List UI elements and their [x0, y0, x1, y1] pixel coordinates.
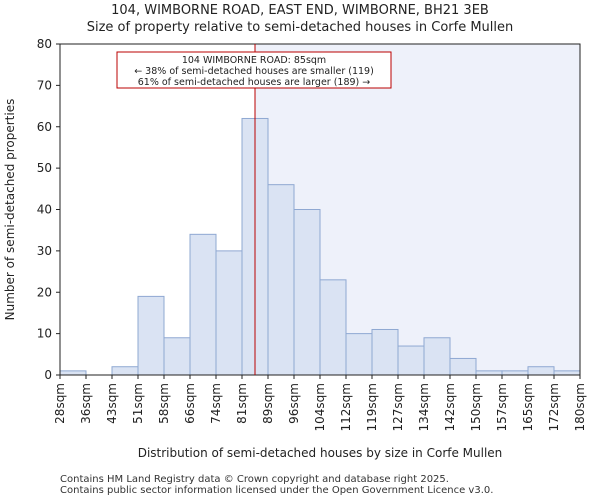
- x-tick-label-180sqm: 180sqm: [573, 383, 587, 431]
- chart-title-line1: 104, WIMBORNE ROAD, EAST END, WIMBORNE, …: [111, 3, 489, 18]
- x-tick-label-119sqm: 119sqm: [365, 383, 379, 431]
- y-tick-label-0: 0: [44, 368, 52, 382]
- annotation-line-1: 104 WIMBORNE ROAD: 85sqm: [182, 55, 326, 66]
- x-tick-label-58sqm: 58sqm: [157, 383, 171, 424]
- x-tick-label-43sqm: 43sqm: [105, 383, 119, 424]
- annotation-line-3: 61% of semi-detached houses are larger (…: [138, 77, 371, 88]
- bar-28sqm: [59, 370, 87, 376]
- bar-74sqm: [215, 250, 243, 376]
- x-tick-label-112sqm: 112sqm: [339, 383, 353, 431]
- bar-112sqm: [345, 333, 373, 376]
- bar-134sqm: [423, 337, 451, 376]
- y-tick-label-70: 70: [37, 78, 52, 92]
- x-tick-label-51sqm: 51sqm: [131, 383, 145, 424]
- x-tick-label-28sqm: 28sqm: [53, 383, 67, 424]
- x-tick-label-66sqm: 66sqm: [183, 383, 197, 424]
- y-tick-label-50: 50: [37, 161, 52, 175]
- x-tick-label-104sqm: 104sqm: [313, 383, 327, 431]
- footer-line2: Contains public sector information licen…: [60, 485, 494, 496]
- y-tick-label-80: 80: [37, 37, 52, 51]
- x-tick-label-81sqm: 81sqm: [235, 383, 249, 424]
- chart-title-line2: Size of property relative to semi-detach…: [86, 20, 514, 35]
- annotation-line-2: ← 38% of semi-detached houses are smalle…: [134, 66, 374, 77]
- x-tick-label-74sqm: 74sqm: [209, 383, 223, 424]
- y-tick-label-40: 40: [37, 203, 52, 217]
- bar-58sqm: [163, 337, 191, 376]
- bar-172sqm: [553, 370, 581, 376]
- x-tick-label-157sqm: 157sqm: [495, 383, 509, 431]
- x-tick-label-134sqm: 134sqm: [417, 383, 431, 431]
- y-axis-label: Number of semi-detached properties: [3, 99, 17, 321]
- x-tick-label-142sqm: 142sqm: [443, 383, 457, 431]
- bar-165sqm: [527, 366, 555, 376]
- y-tick-label-60: 60: [37, 120, 52, 134]
- bar-66sqm: [189, 233, 217, 376]
- y-tick-label-30: 30: [37, 244, 52, 258]
- x-tick-label-150sqm: 150sqm: [469, 383, 483, 431]
- bar-43sqm: [111, 366, 139, 376]
- bar-51sqm: [137, 295, 165, 376]
- bar-157sqm: [501, 370, 529, 376]
- x-axis-label: Distribution of semi-detached houses by …: [138, 446, 503, 460]
- y-tick-label-10: 10: [37, 327, 52, 341]
- bar-142sqm: [449, 357, 477, 376]
- bar-89sqm: [267, 184, 295, 376]
- bar-96sqm: [293, 209, 321, 376]
- x-tick-label-172sqm: 172sqm: [547, 383, 561, 431]
- x-tick-label-96sqm: 96sqm: [287, 383, 301, 424]
- y-tick-label-20: 20: [37, 285, 52, 299]
- bar-119sqm: [371, 328, 399, 376]
- x-tick-label-89sqm: 89sqm: [261, 383, 275, 424]
- x-tick-label-165sqm: 165sqm: [521, 383, 535, 431]
- footer-line1: Contains HM Land Registry data © Crown c…: [60, 474, 449, 485]
- annotation-box: [116, 51, 392, 89]
- bar-104sqm: [319, 279, 347, 376]
- x-tick-label-36sqm: 36sqm: [79, 383, 93, 424]
- bar-127sqm: [397, 345, 425, 376]
- x-tick-label-127sqm: 127sqm: [391, 383, 405, 431]
- bar-150sqm: [475, 370, 503, 376]
